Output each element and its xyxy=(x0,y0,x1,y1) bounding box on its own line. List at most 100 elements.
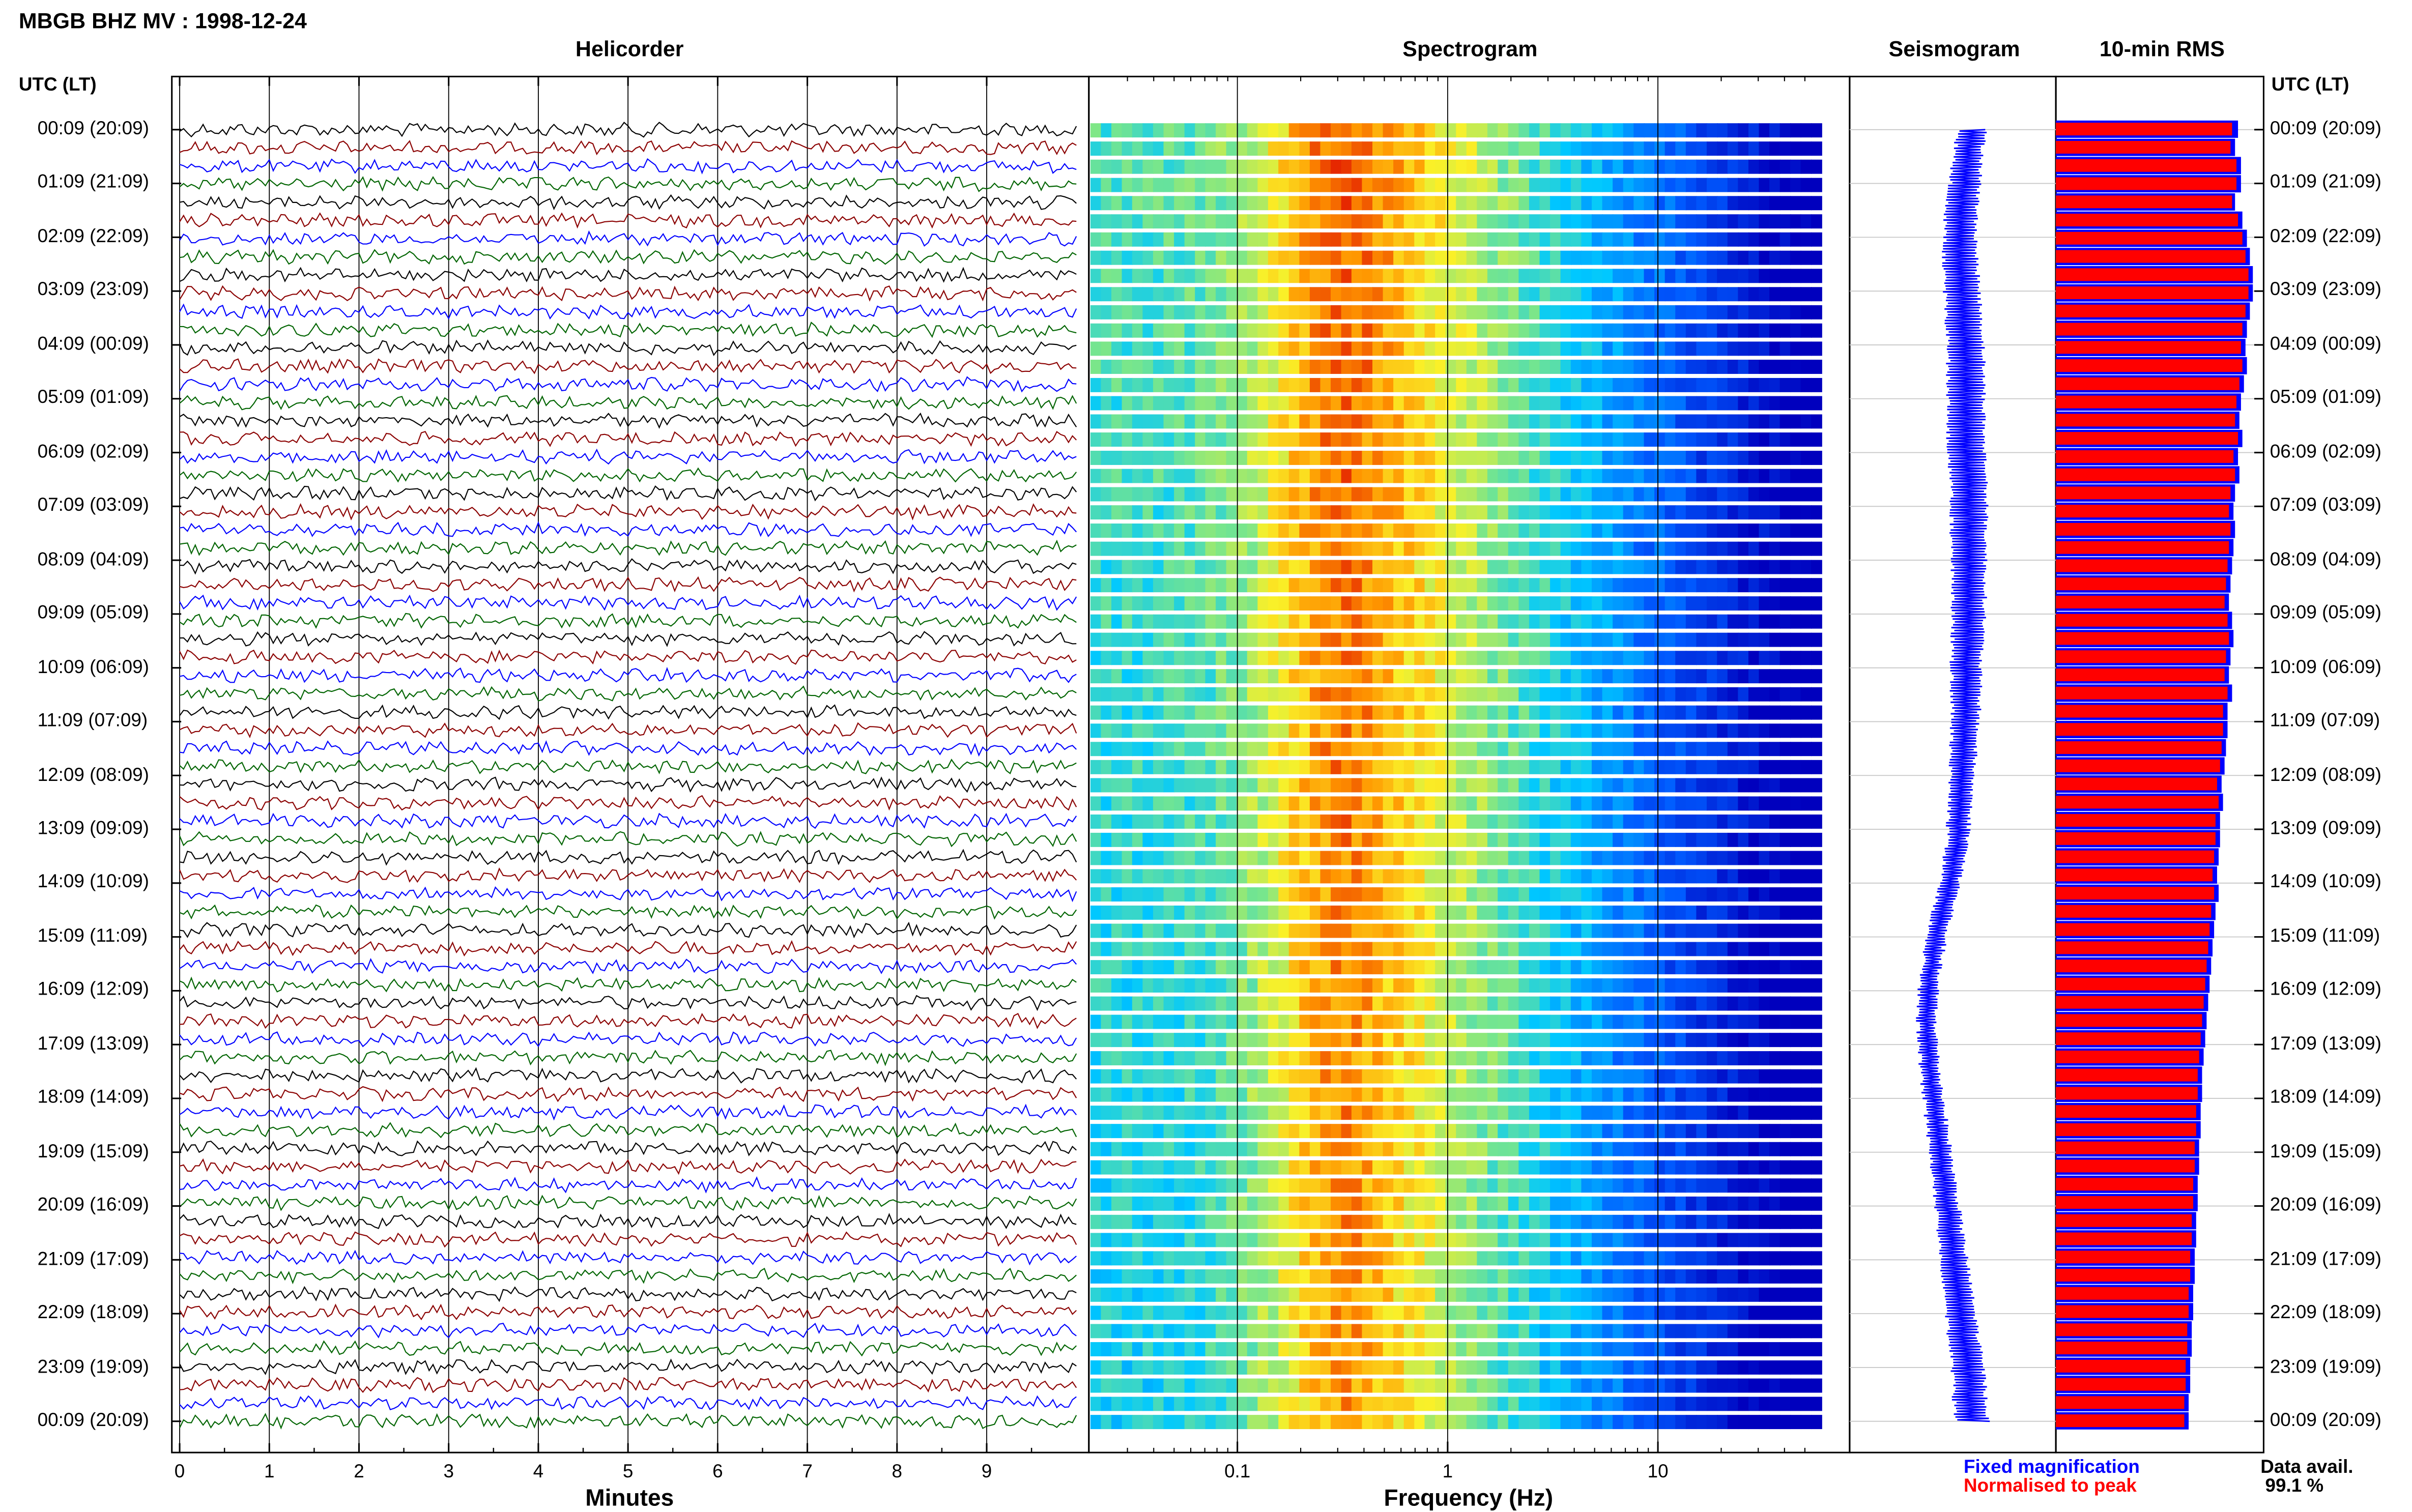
spectrogram-cell xyxy=(1748,669,1760,683)
spectrogram-cell xyxy=(1352,833,1363,847)
spectrogram-cell xyxy=(1518,287,1530,301)
spectrogram-cell xyxy=(1142,706,1154,720)
spectrogram-cell xyxy=(1414,360,1425,374)
spectrogram-cell xyxy=(1748,978,1760,993)
spectrogram-cell xyxy=(1383,396,1394,411)
spectrogram-cell xyxy=(1404,1106,1415,1120)
spectrogram-cell xyxy=(1320,723,1331,738)
spectrogram-cell xyxy=(1529,1051,1540,1065)
spectrogram-cell xyxy=(1561,997,1572,1011)
spectrogram-cell xyxy=(1738,123,1749,137)
spectrogram-cell xyxy=(1456,524,1467,538)
spectrogram-cell xyxy=(1581,232,1592,247)
spectrogram-cell xyxy=(1759,1306,1770,1320)
spectrogram-cell xyxy=(1633,432,1645,447)
spectrogram-cell xyxy=(1164,651,1175,665)
spectrogram-cell xyxy=(1539,360,1550,374)
spectrogram-cell xyxy=(1331,924,1342,938)
spectrogram-cell xyxy=(1195,887,1206,902)
spectrogram-cell xyxy=(1665,997,1676,1011)
spectrogram-cell xyxy=(1477,1251,1488,1265)
spectrogram-cell xyxy=(1372,160,1384,174)
spectrogram-cell xyxy=(1769,160,1781,174)
spectrogram-cell xyxy=(1383,1324,1394,1338)
spectrogram-cell xyxy=(1613,942,1624,956)
spectrogram-cell xyxy=(1456,1197,1467,1211)
spectrogram-cell xyxy=(1446,123,1457,137)
spectrogram-cell xyxy=(1237,232,1248,247)
spectrogram-cell xyxy=(1707,906,1718,920)
spectrogram-cell xyxy=(1111,232,1123,247)
spectrogram-cell xyxy=(1780,1288,1791,1302)
spectrogram-cell xyxy=(1675,651,1686,665)
spectrogram-cell xyxy=(1393,1324,1404,1338)
spectrogram-cell xyxy=(1446,324,1457,338)
spectrogram-cell xyxy=(1780,1088,1791,1102)
spectrogram-cell xyxy=(1435,1051,1446,1065)
spectrogram-cell xyxy=(1414,669,1425,683)
spectrogram-cell xyxy=(1111,1015,1123,1029)
spectrogram-cell xyxy=(1446,1088,1457,1102)
spectrogram-cell xyxy=(1456,578,1467,592)
spectrogram-cell xyxy=(1498,196,1509,210)
spectrogram-cell xyxy=(1780,1051,1791,1065)
spectrogram-cell xyxy=(1237,1033,1248,1047)
spectrogram-cell xyxy=(1226,305,1238,319)
spectrogram-cell xyxy=(1414,778,1425,792)
spectrogram-cell xyxy=(1278,706,1289,720)
spectrogram-cell xyxy=(1289,251,1300,265)
spectrogram-cell xyxy=(1383,796,1394,810)
spectrogram-cell xyxy=(1487,524,1499,538)
spectrogram-cell xyxy=(1811,1306,1822,1320)
spectrogram-cell xyxy=(1550,1360,1561,1375)
spectrogram-cell xyxy=(1174,906,1185,920)
spectrogram-cell xyxy=(1581,1360,1592,1375)
spectrogram-cell xyxy=(1738,796,1749,810)
spectrogram-cell xyxy=(1226,1269,1238,1284)
spectrogram-cell xyxy=(1195,324,1206,338)
spectrogram-cell xyxy=(1404,469,1415,483)
spectrogram-cell xyxy=(1237,1088,1248,1102)
spectrogram-cell xyxy=(1372,778,1384,792)
spectrogram-cell xyxy=(1174,469,1185,483)
spectrogram-cell xyxy=(1602,560,1614,574)
spectrogram-cell xyxy=(1581,1178,1592,1193)
spectrogram-cell xyxy=(1320,869,1331,883)
spectrogram-cell xyxy=(1800,414,1812,428)
spectrogram-cell xyxy=(1800,851,1812,865)
spectrogram-cell xyxy=(1446,1197,1457,1211)
spectrogram-cell xyxy=(1780,414,1791,428)
spectrogram-cell xyxy=(1216,651,1227,665)
spectrogram-cell xyxy=(1122,1015,1133,1029)
spectrogram-cell xyxy=(1142,669,1154,683)
spectrogram-cell xyxy=(1456,378,1467,392)
spectrogram-cell xyxy=(1341,669,1353,683)
spectrogram-cell xyxy=(1425,742,1436,756)
spectrogram-cell xyxy=(1101,669,1112,683)
spectrogram-cell xyxy=(1278,669,1289,683)
spectrogram-cell xyxy=(1372,487,1384,502)
spectrogram-cell xyxy=(1456,723,1467,738)
spectrogram-cell xyxy=(1686,960,1697,974)
spectrogram-cell xyxy=(1613,141,1624,156)
spectrogram-cell xyxy=(1435,942,1446,956)
spectrogram-cell xyxy=(1769,578,1781,592)
spectrogram-cell xyxy=(1090,1360,1102,1375)
spectrogram-cell xyxy=(1247,1324,1258,1338)
spectrogram-cell xyxy=(1581,1069,1592,1084)
spectrogram-cell xyxy=(1571,196,1582,210)
spectrogram-cell xyxy=(1185,1233,1196,1247)
spectrogram-cell xyxy=(1467,723,1478,738)
spectrogram-cell xyxy=(1185,432,1196,447)
spectrogram-cell xyxy=(1644,287,1655,301)
spectrogram-cell xyxy=(1707,1033,1718,1047)
spectrogram-cell xyxy=(1247,887,1258,902)
spectrogram-cell xyxy=(1759,742,1770,756)
spectrogram-cell xyxy=(1581,1233,1592,1247)
spectrogram-cell xyxy=(1602,251,1614,265)
spectrogram-cell xyxy=(1623,505,1634,519)
spectrogram-cell xyxy=(1320,287,1331,301)
spectrogram-cell xyxy=(1404,542,1415,556)
spectrogram-cell xyxy=(1456,178,1467,192)
spectrogram-cell xyxy=(1331,414,1342,428)
